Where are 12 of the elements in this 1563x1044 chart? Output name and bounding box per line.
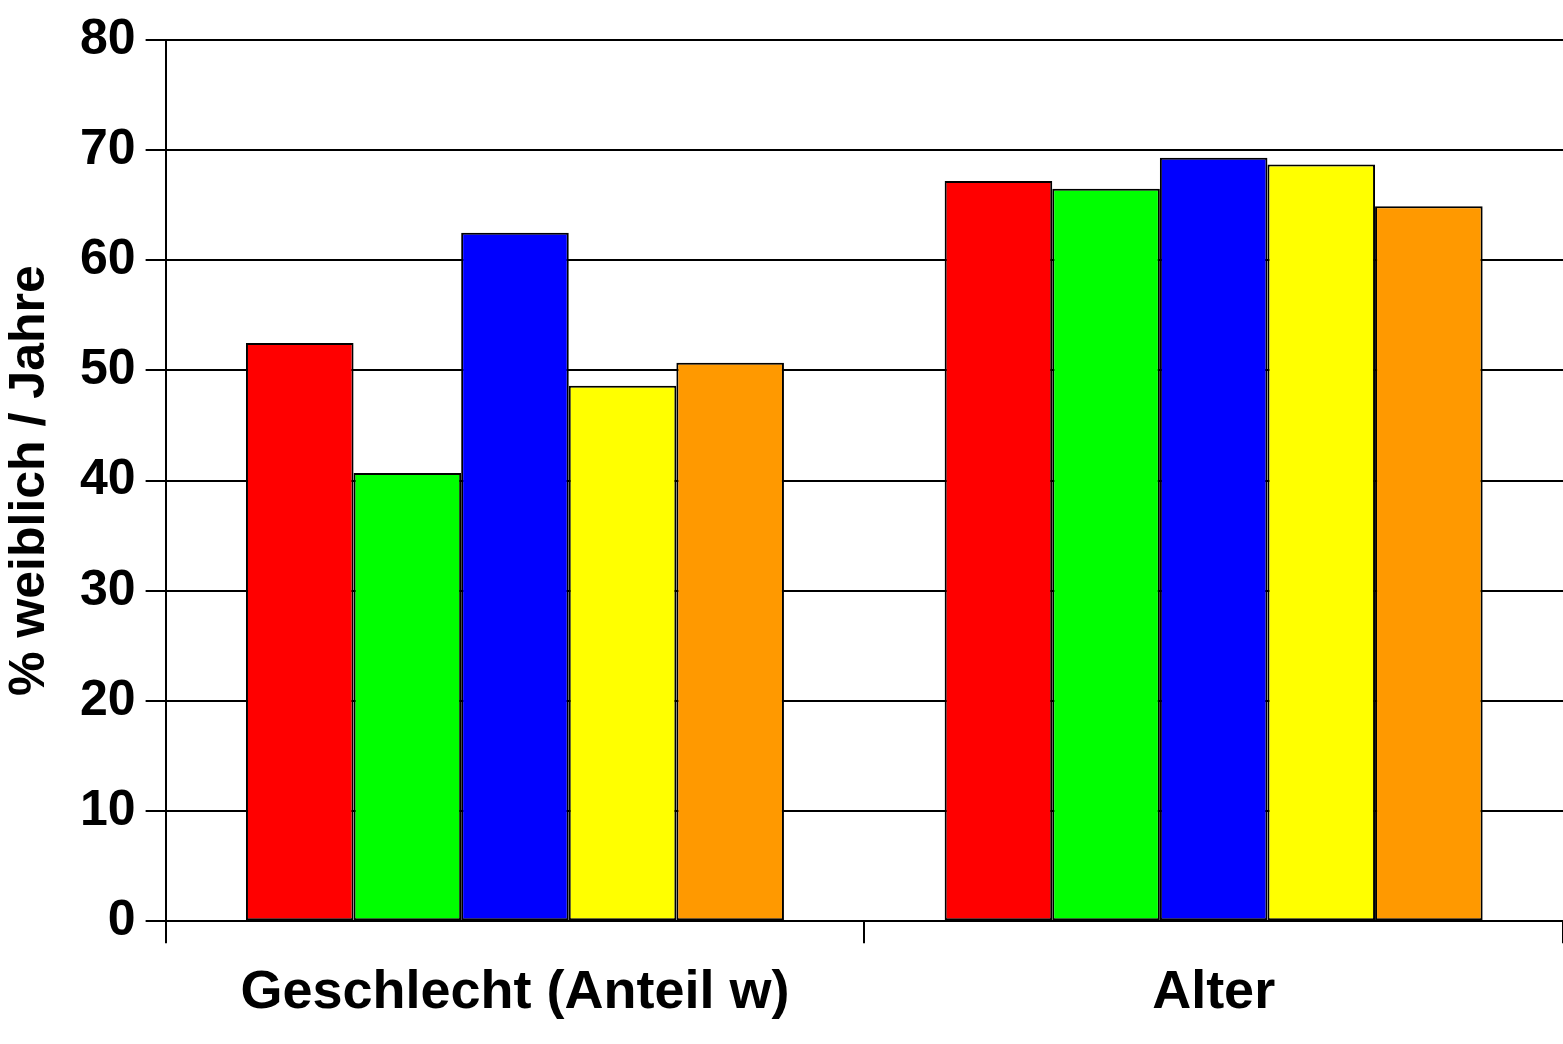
x-tick-label: Alter <box>1152 959 1276 1020</box>
y-axis-title: % weiblich / Jahre <box>0 265 55 696</box>
y-tick-label: 80 <box>79 8 136 65</box>
y-tick-label: 40 <box>79 449 136 506</box>
y-tick-label: 60 <box>79 229 136 286</box>
y-tick-label: 30 <box>79 559 136 616</box>
y-tick-label: 10 <box>79 779 136 836</box>
y-tick-label: 0 <box>107 889 136 946</box>
x-tick-label: Geschlecht (Anteil w) <box>240 959 790 1020</box>
y-tick-label: 70 <box>79 118 136 175</box>
y-tick-label: 20 <box>79 669 136 726</box>
y-tick-label: 50 <box>79 339 136 396</box>
